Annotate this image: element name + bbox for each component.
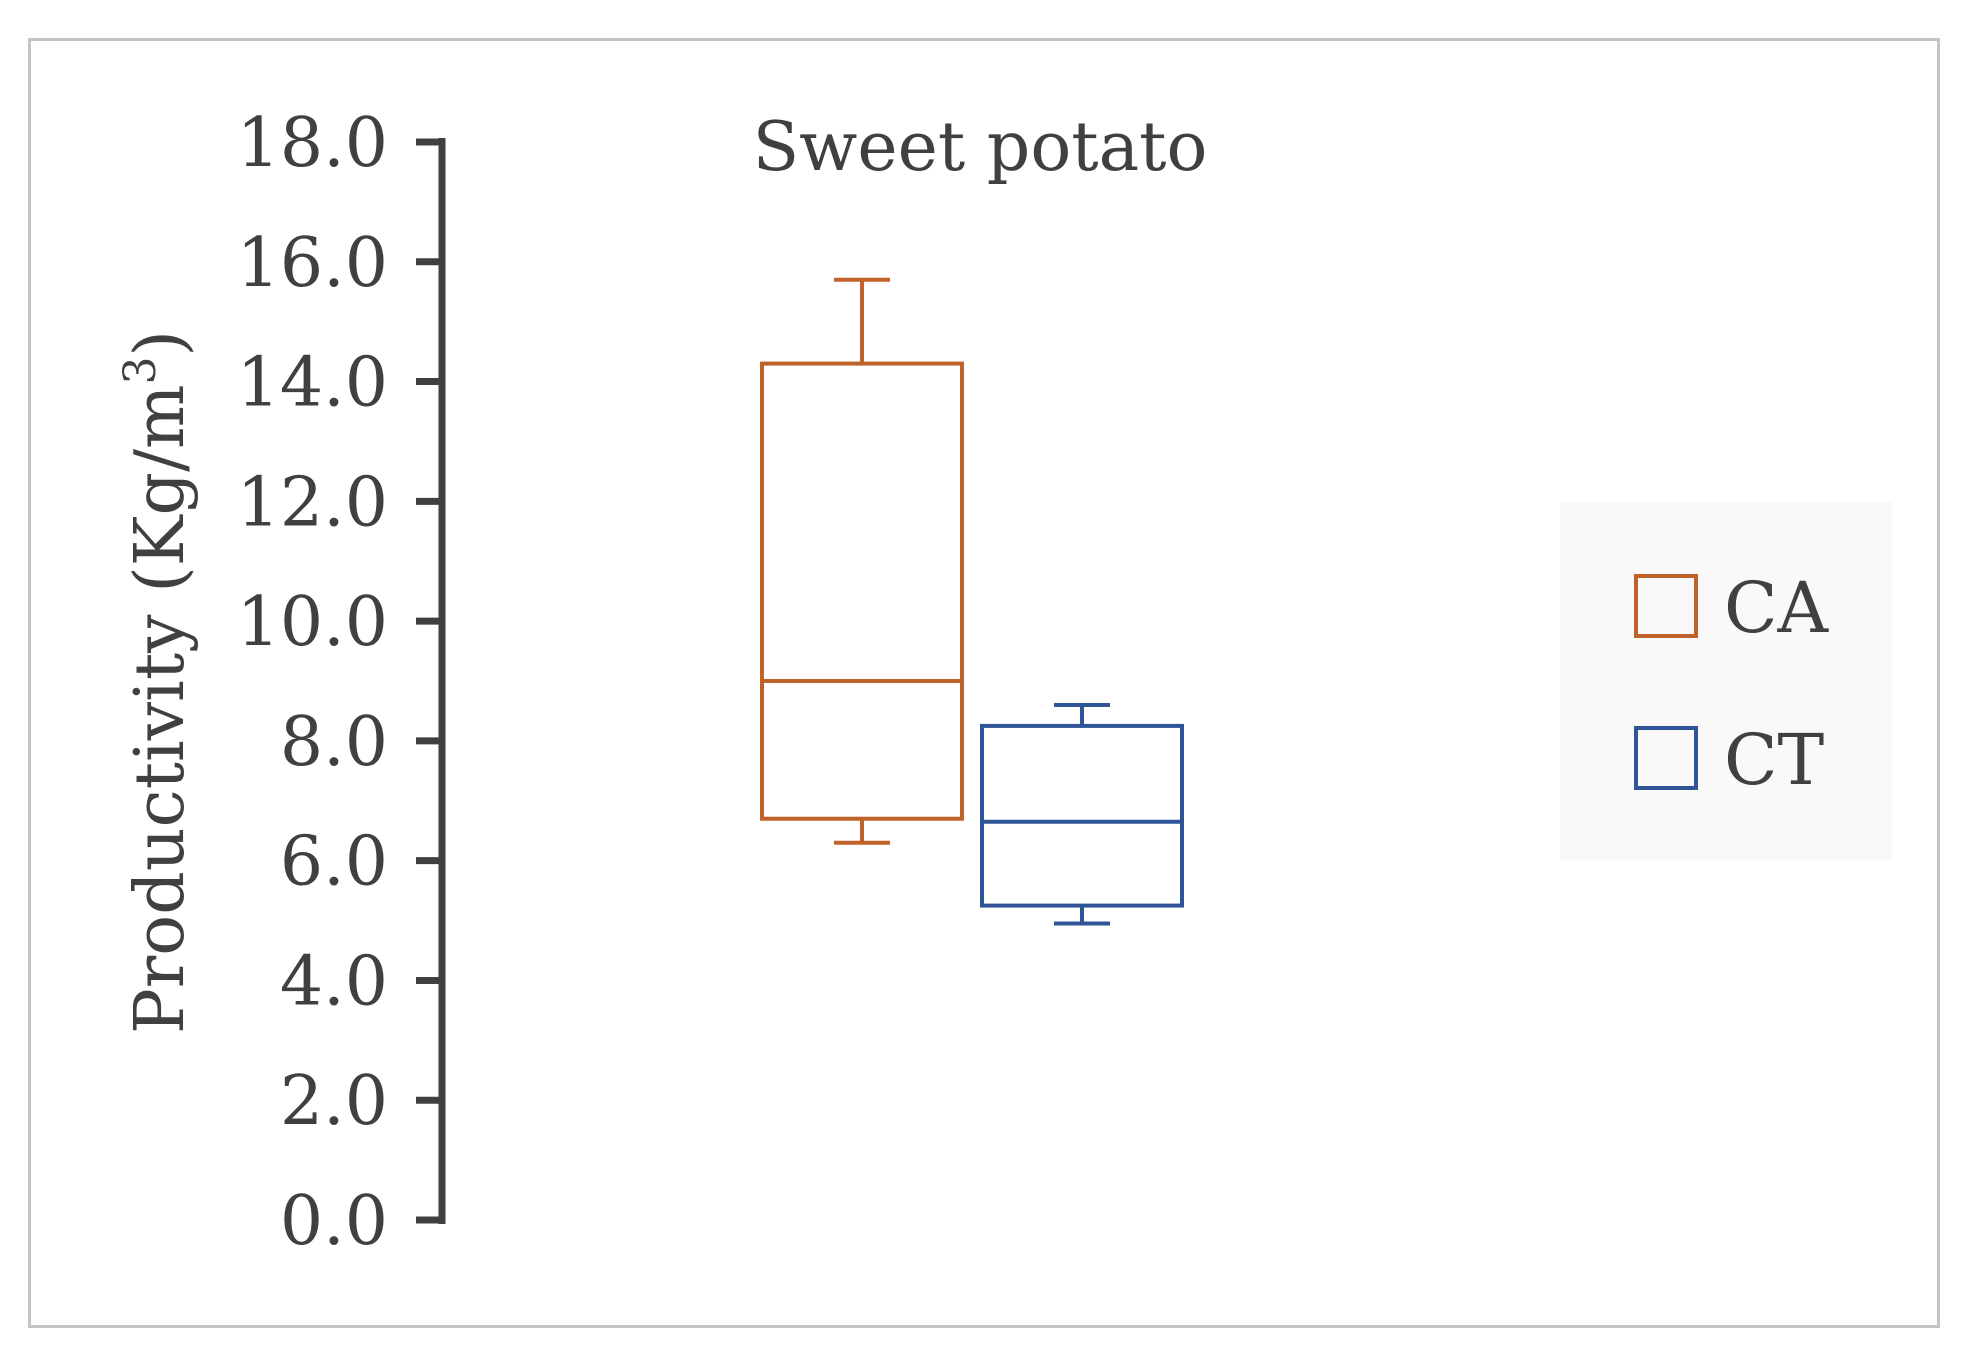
boxes (760, 277, 1184, 926)
y-tick-label: 16.0 (237, 224, 388, 303)
legend: CA CT (1634, 567, 1830, 801)
y-axis-title-main: Productivity (Kg/m (121, 385, 200, 1034)
legend-swatch (1634, 726, 1698, 790)
legend-label: CT (1724, 719, 1824, 801)
y-tick-label: 18.0 (237, 104, 388, 183)
legend-item-ct: CT (1634, 719, 1824, 801)
box-iqr (760, 361, 964, 821)
y-tick-label: 8.0 (280, 703, 388, 782)
y-tick-label: 2.0 (280, 1062, 388, 1141)
y-tick-label: 4.0 (280, 942, 388, 1021)
y-tick-label: 10.0 (237, 583, 388, 662)
y-axis-title-close: ) (121, 330, 200, 357)
y-tick-label: 12.0 (237, 463, 388, 542)
y-tick-label: 6.0 (280, 823, 388, 902)
legend-label: CA (1724, 567, 1830, 649)
legend-background (1560, 502, 1892, 860)
box-ct (980, 702, 1184, 926)
legend-swatch (1634, 574, 1698, 638)
chart-title: Sweet potato (753, 108, 1208, 187)
legend-item-ca: CA (1634, 567, 1830, 649)
y-axis-ticks: 0.0 2.0 4.0 6.0 8.0 10.0 12.0 14.0 16.0 18.0 (237, 104, 442, 1261)
box-iqr (980, 723, 1184, 908)
y-axis-title: Productivity (Kg/m3) (115, 330, 200, 1034)
box-ca (760, 277, 964, 845)
y-tick-label: 0.0 (280, 1182, 388, 1261)
y-tick-label: 14.0 (237, 344, 388, 423)
y-axis-title-sup: 3 (115, 357, 166, 385)
